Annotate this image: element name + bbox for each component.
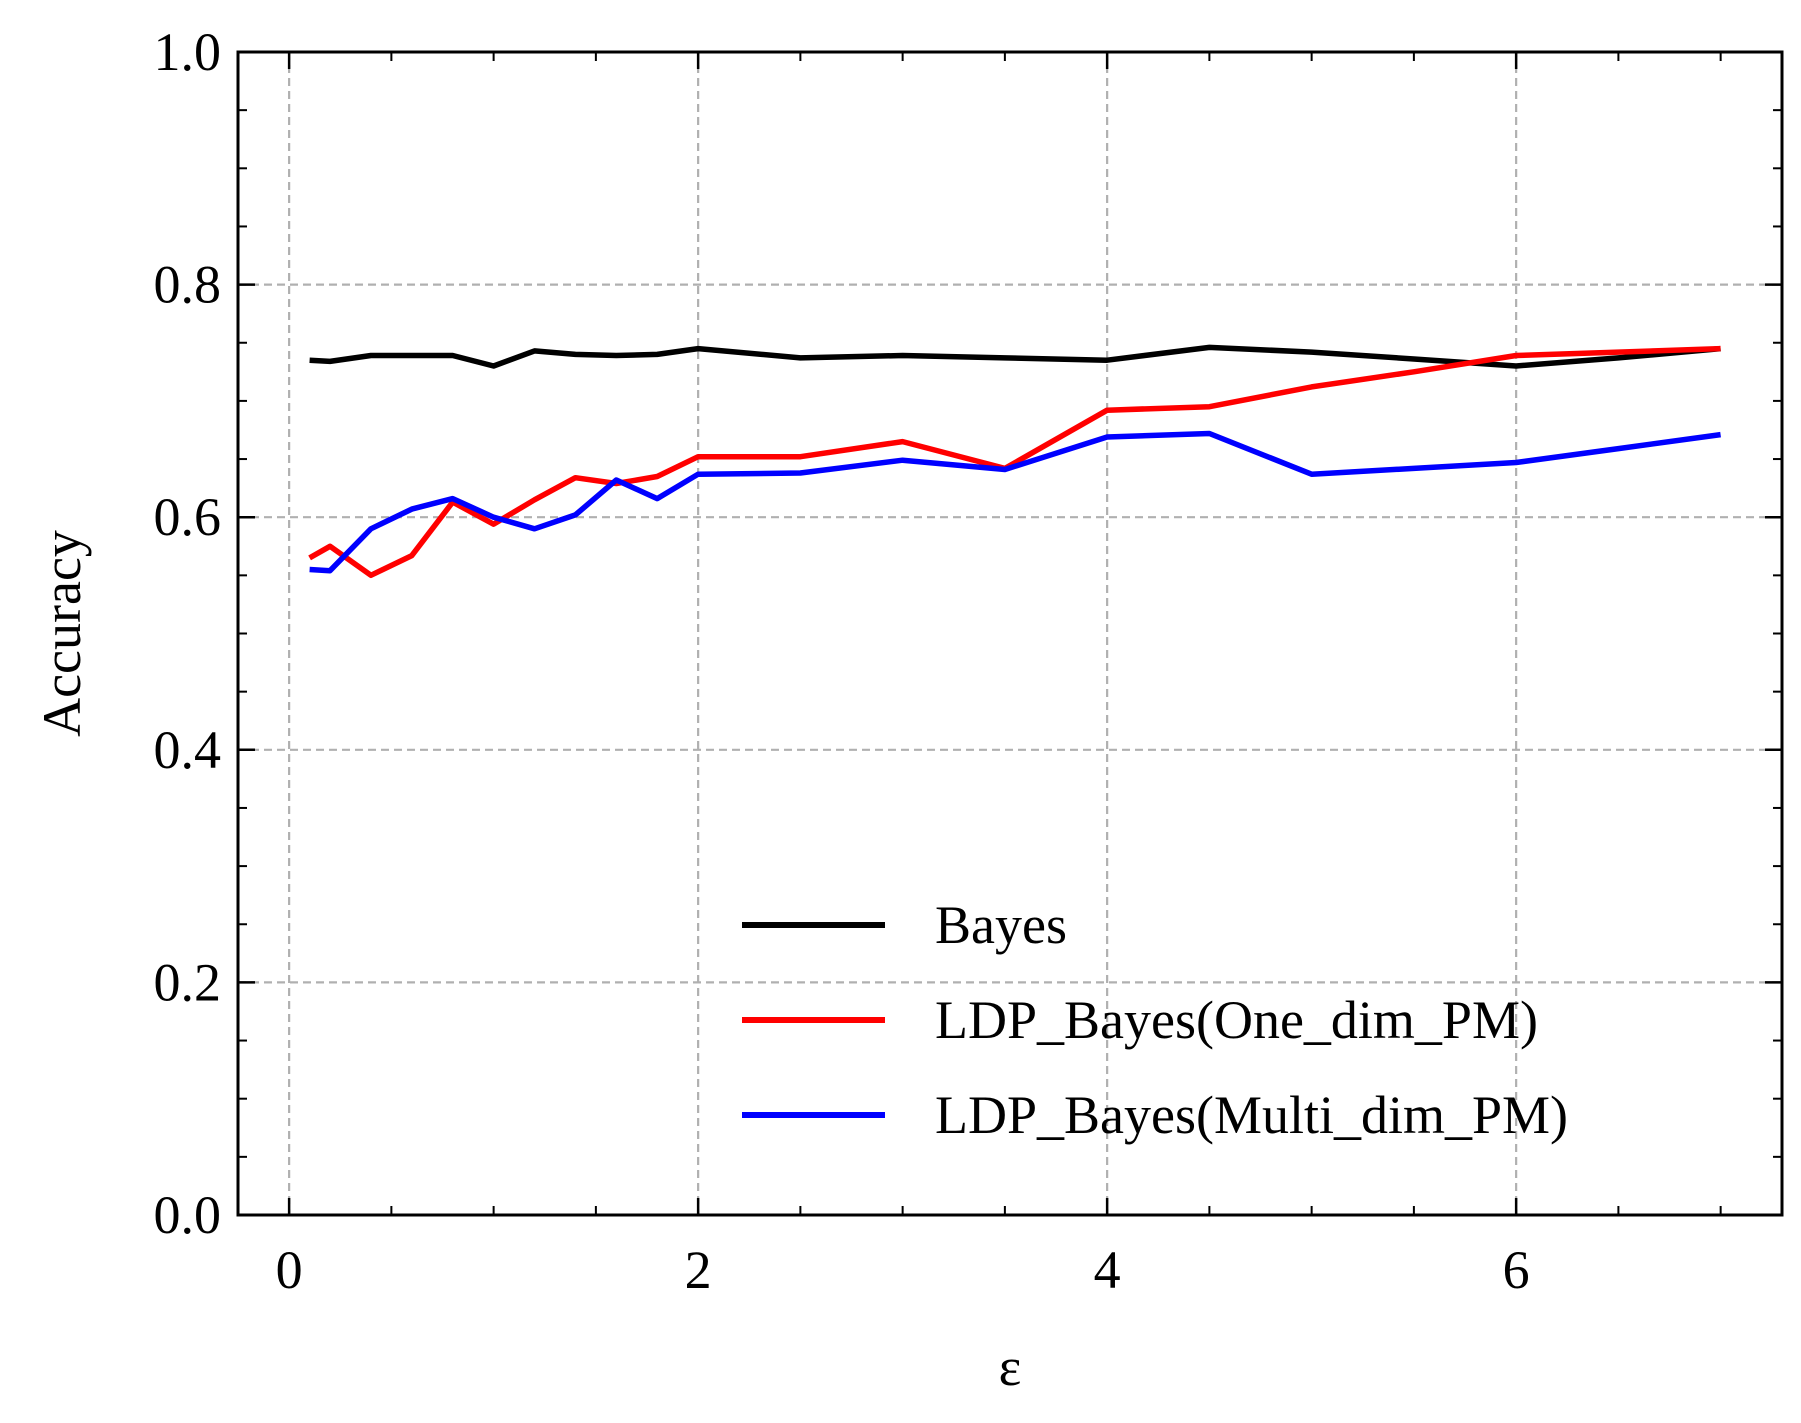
y-axis-label: Accuracy	[32, 530, 92, 737]
x-tick-label: 0	[276, 1240, 303, 1300]
series-line-2	[308, 345, 1721, 579]
axis-tick-labels: 0 2 4 6 0.0 0.2 0.4 0.6 0.8 1.0	[154, 22, 1530, 1300]
y-tick-label: 0.2	[154, 952, 222, 1012]
legend-label-3: LDP_Bayes(Multi_dim_PM)	[935, 1085, 1568, 1145]
series-lines	[308, 344, 1721, 579]
x-axis-label: ε	[999, 1337, 1022, 1397]
y-tick-label: 0.0	[154, 1185, 222, 1245]
legend: Bayes LDP_Bayes(One_dim_PM) LDP_Bayes(Mult…	[742, 895, 1568, 1145]
grid	[238, 52, 1782, 1215]
legend-label-2: LDP_Bayes(One_dim_PM)	[935, 990, 1538, 1050]
x-tick-label: 2	[685, 1240, 712, 1300]
x-tick-label: 4	[1094, 1240, 1121, 1300]
series-line-1	[309, 344, 1721, 369]
axis-ticks	[238, 50, 1782, 1217]
y-tick-label: 0.8	[154, 255, 222, 315]
y-tick-label: 0.6	[154, 487, 222, 547]
x-tick-label: 6	[1503, 1240, 1530, 1300]
legend-label-1: Bayes	[935, 895, 1067, 955]
y-tick-label: 0.4	[154, 720, 222, 780]
series-line-3	[309, 430, 1721, 574]
y-tick-label: 1.0	[154, 22, 222, 82]
